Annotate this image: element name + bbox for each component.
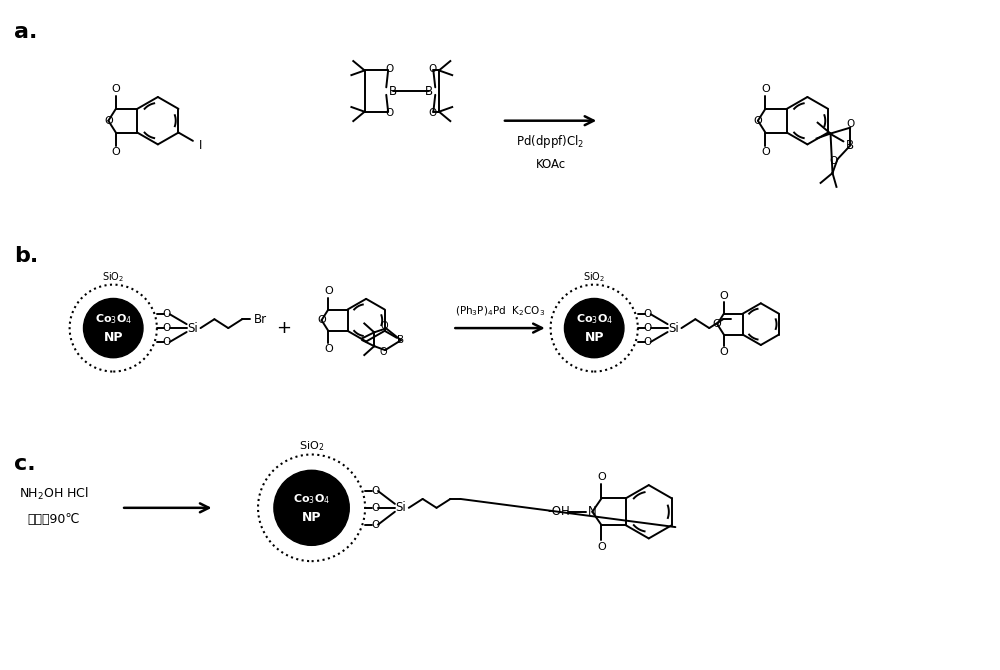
Text: B: B [846, 139, 854, 152]
Text: a.: a. [14, 22, 37, 42]
Text: O: O [719, 348, 728, 358]
Text: O: O [761, 147, 770, 157]
Text: B: B [389, 84, 397, 98]
Text: O: O [428, 108, 436, 118]
Text: O: O [371, 502, 379, 513]
Text: B: B [425, 84, 433, 98]
Text: O: O [761, 84, 770, 94]
Text: O: O [644, 337, 652, 347]
Text: O: O [324, 344, 333, 354]
Text: O: O [163, 310, 171, 320]
Text: NP: NP [104, 332, 123, 344]
Text: Si: Si [668, 322, 679, 334]
Text: Co$_3$O$_4$: Co$_3$O$_4$ [95, 312, 132, 326]
Text: O: O [713, 319, 722, 329]
Text: I: I [199, 139, 202, 152]
Text: O: O [379, 347, 387, 357]
Text: (Ph$_3$P)$_4$Pd  K$_2$CO$_3$: (Ph$_3$P)$_4$Pd K$_2$CO$_3$ [455, 305, 545, 318]
Text: c.: c. [14, 454, 36, 474]
Text: 吵呀，90℃: 吵呀，90℃ [28, 513, 80, 526]
Text: O: O [380, 322, 388, 332]
Text: Si: Si [187, 322, 198, 334]
Text: -OH: -OH [547, 505, 570, 519]
Text: O: O [597, 472, 606, 482]
Text: KOAc: KOAc [536, 158, 566, 172]
Text: Co$_3$O$_4$: Co$_3$O$_4$ [576, 312, 613, 326]
Text: O: O [428, 64, 436, 74]
Circle shape [274, 470, 349, 545]
Text: O: O [754, 116, 762, 126]
Text: O: O [597, 541, 606, 551]
Text: Pd(dppf)Cl$_2$: Pd(dppf)Cl$_2$ [516, 133, 585, 149]
Circle shape [564, 298, 624, 358]
Text: O: O [317, 315, 326, 325]
Text: B: B [397, 335, 405, 345]
Text: O: O [163, 323, 171, 333]
Text: O: O [324, 286, 333, 296]
Text: NH$_2$OH HCl: NH$_2$OH HCl [19, 486, 89, 502]
Text: O: O [104, 116, 113, 126]
Text: b.: b. [14, 246, 38, 266]
Text: O: O [829, 156, 838, 166]
Text: O: O [111, 84, 120, 94]
Text: O: O [111, 147, 120, 157]
Text: NP: NP [302, 511, 321, 524]
Text: NP: NP [584, 332, 604, 344]
Circle shape [84, 298, 143, 358]
Text: SiO$_2$: SiO$_2$ [299, 439, 324, 452]
Text: O: O [371, 486, 379, 496]
Text: +: + [276, 319, 291, 337]
Text: O: O [846, 119, 854, 129]
Text: Si: Si [395, 501, 406, 515]
Text: O: O [719, 291, 728, 301]
Text: O: O [371, 520, 379, 529]
Text: Br: Br [253, 313, 267, 326]
Text: O: O [385, 108, 393, 118]
Text: O: O [163, 337, 171, 347]
Text: SiO$_2$: SiO$_2$ [102, 270, 124, 283]
Text: SiO$_2$: SiO$_2$ [583, 270, 605, 283]
Text: O: O [644, 323, 652, 333]
Text: N: N [588, 505, 597, 519]
Text: Co$_3$O$_4$: Co$_3$O$_4$ [293, 492, 330, 506]
Text: O: O [644, 310, 652, 320]
Text: O: O [385, 64, 393, 74]
